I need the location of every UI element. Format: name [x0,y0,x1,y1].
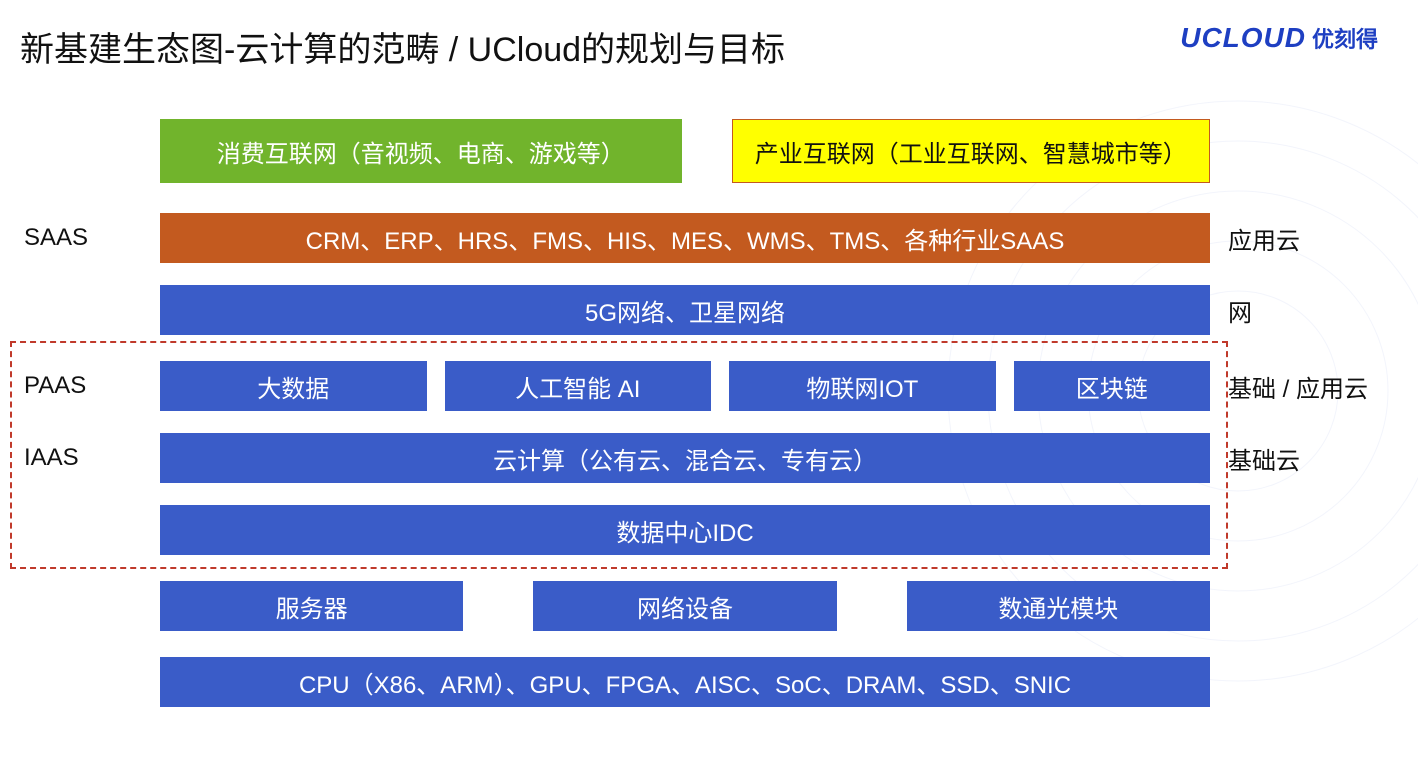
row-iaas: IAAS 云计算（公有云、混合云、专有云） 基础云 [20,433,1380,483]
box-hw-1: 网络设备 [533,581,836,631]
row-paas: PAAS 大数据人工智能 AI 物联网IOT 区块链 基础 / 应用云 [20,361,1380,411]
box-chip-0: CPU（X86、ARM）、GPU、FPGA、AISC、SoC、DRAM、SSD、… [160,657,1210,707]
row-net: 5G网络、卫星网络 网 [20,285,1380,335]
right-label-net: 网 [1210,293,1380,328]
box-hw-0: 服务器 [160,581,463,631]
box-net-0: 5G网络、卫星网络 [160,285,1210,335]
logo-en: UCLOUD [1180,22,1306,54]
left-label-paas: PAAS [20,372,160,400]
right-label-saas: 应用云 [1210,221,1380,256]
box-paas-3: 区块链 [1014,361,1210,411]
right-label-paas: 基础 / 应用云 [1210,369,1380,404]
box-hw-2: 数通光模块 [907,581,1210,631]
box-saas-0: CRM、ERP、HRS、FMS、HIS、MES、WMS、TMS、各种行业SAAS [160,213,1210,263]
box-top-1: 产业互联网（工业互联网、智慧城市等） [732,119,1210,183]
left-label-iaas: IAAS [20,444,160,472]
box-paas-0: 大数据 [160,361,427,411]
row-hw: 服务器 网络设备 数通光模块 [20,581,1380,631]
brand-logo: UCLOUD 优刻得 [1180,22,1378,54]
row-saas: SAAS CRM、ERP、HRS、FMS、HIS、MES、WMS、TMS、各种行… [20,213,1380,263]
box-iaas-0: 云计算（公有云、混合云、专有云） [160,433,1210,483]
row-top: 消费互联网（音视频、电商、游戏等） 产业互联网（工业互联网、智慧城市等） [20,119,1380,183]
box-paas-2: 物联网IOT [729,361,996,411]
logo-cn: 优刻得 [1312,22,1378,54]
row-chip: CPU（X86、ARM）、GPU、FPGA、AISC、SoC、DRAM、SSD、… [20,657,1380,707]
row-idc: 数据中心IDC [20,505,1380,555]
box-paas-1: 人工智能 AI [445,361,712,411]
right-label-iaas: 基础云 [1210,441,1380,476]
left-label-saas: SAAS [20,224,160,252]
slide-title: 新基建生态图-云计算的范畴 / UCloud的规划与目标 [20,22,785,71]
header: 新基建生态图-云计算的范畴 / UCloud的规划与目标 UCLOUD 优刻得 [0,0,1418,71]
box-top-0: 消费互联网（音视频、电商、游戏等） [160,119,682,183]
architecture-diagram: 消费互联网（音视频、电商、游戏等） 产业互联网（工业互联网、智慧城市等） SAAS… [20,119,1398,759]
box-idc-0: 数据中心IDC [160,505,1210,555]
